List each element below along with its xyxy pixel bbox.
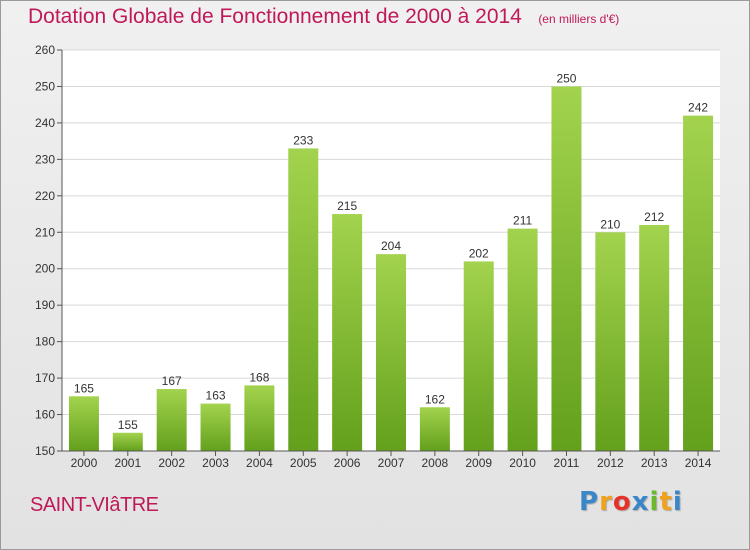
data-label: 162 xyxy=(425,392,445,406)
logo-letter: i xyxy=(672,487,683,517)
chart-title-row: Dotation Globale de Fonctionnement de 20… xyxy=(28,5,619,39)
data-label: 250 xyxy=(556,71,576,85)
data-label: 168 xyxy=(249,370,269,384)
y-tick-label: 150 xyxy=(35,444,55,458)
y-tick-label: 200 xyxy=(35,262,55,276)
x-tick-label: 2012 xyxy=(597,456,624,470)
x-tick-label: 2010 xyxy=(509,456,536,470)
bar xyxy=(595,232,626,451)
bar xyxy=(200,403,231,451)
bar xyxy=(551,86,582,452)
bar xyxy=(683,115,714,452)
x-tick-label: 2001 xyxy=(114,456,141,470)
data-label: 212 xyxy=(644,210,664,224)
data-label: 233 xyxy=(293,133,313,147)
data-label: 163 xyxy=(206,389,226,403)
bar xyxy=(639,224,670,451)
x-tick-label: 2005 xyxy=(290,456,317,470)
data-label: 215 xyxy=(337,199,357,213)
bar xyxy=(112,432,143,451)
logo-letter: P xyxy=(579,487,600,517)
data-label: 202 xyxy=(469,246,489,260)
commune-name: SAINT-VIâTRE xyxy=(30,494,159,516)
y-tick-label: 160 xyxy=(35,408,55,422)
x-tick-label: 2009 xyxy=(465,456,492,470)
x-tick-label: 2013 xyxy=(641,456,668,470)
data-label: 242 xyxy=(688,101,708,115)
x-tick-label: 2011 xyxy=(554,456,580,470)
y-tick-label: 220 xyxy=(35,189,55,203)
x-tick-label: 2002 xyxy=(158,456,185,470)
bar xyxy=(376,254,406,451)
data-label: 210 xyxy=(600,217,620,231)
data-label: 165 xyxy=(74,381,94,395)
bar xyxy=(288,148,319,451)
data-label: 167 xyxy=(162,374,182,388)
logo-letter: o xyxy=(612,487,632,517)
y-tick-label: 180 xyxy=(35,335,55,349)
proxiti-logo: Proxiti xyxy=(579,487,683,517)
y-tick-label: 260 xyxy=(35,43,55,57)
x-tick-label: 2007 xyxy=(378,456,405,470)
logo-letter: i xyxy=(649,487,660,517)
data-label: 211 xyxy=(513,214,532,228)
x-tick-label: 2008 xyxy=(422,456,449,470)
data-label: 204 xyxy=(381,239,401,253)
chart-unit-note: (en milliers d'€) xyxy=(538,12,620,26)
y-tick-label: 190 xyxy=(35,298,55,312)
x-tick-label: 2006 xyxy=(334,456,361,470)
chart-title: Dotation Globale de Fonctionnement de 20… xyxy=(28,5,522,28)
logo-letter: t xyxy=(659,487,673,517)
x-tick-label: 2004 xyxy=(246,456,273,470)
x-tick-label: 2000 xyxy=(71,456,98,470)
bar xyxy=(244,385,275,451)
bar xyxy=(156,389,187,451)
data-label: 155 xyxy=(118,418,138,432)
logo-letter: x xyxy=(631,487,650,517)
x-tick-label: 2003 xyxy=(202,456,229,470)
bar xyxy=(463,261,494,451)
x-tick-label: 2014 xyxy=(685,456,712,470)
y-tick-label: 250 xyxy=(35,79,55,93)
bar xyxy=(507,228,538,451)
y-tick-label: 240 xyxy=(35,116,55,130)
y-tick-label: 230 xyxy=(35,152,55,166)
y-tick-label: 170 xyxy=(35,371,55,385)
bar xyxy=(332,214,363,451)
logo-letter: r xyxy=(599,487,613,517)
y-tick-label: 210 xyxy=(35,225,55,239)
bar xyxy=(68,396,99,451)
bar xyxy=(419,407,450,451)
